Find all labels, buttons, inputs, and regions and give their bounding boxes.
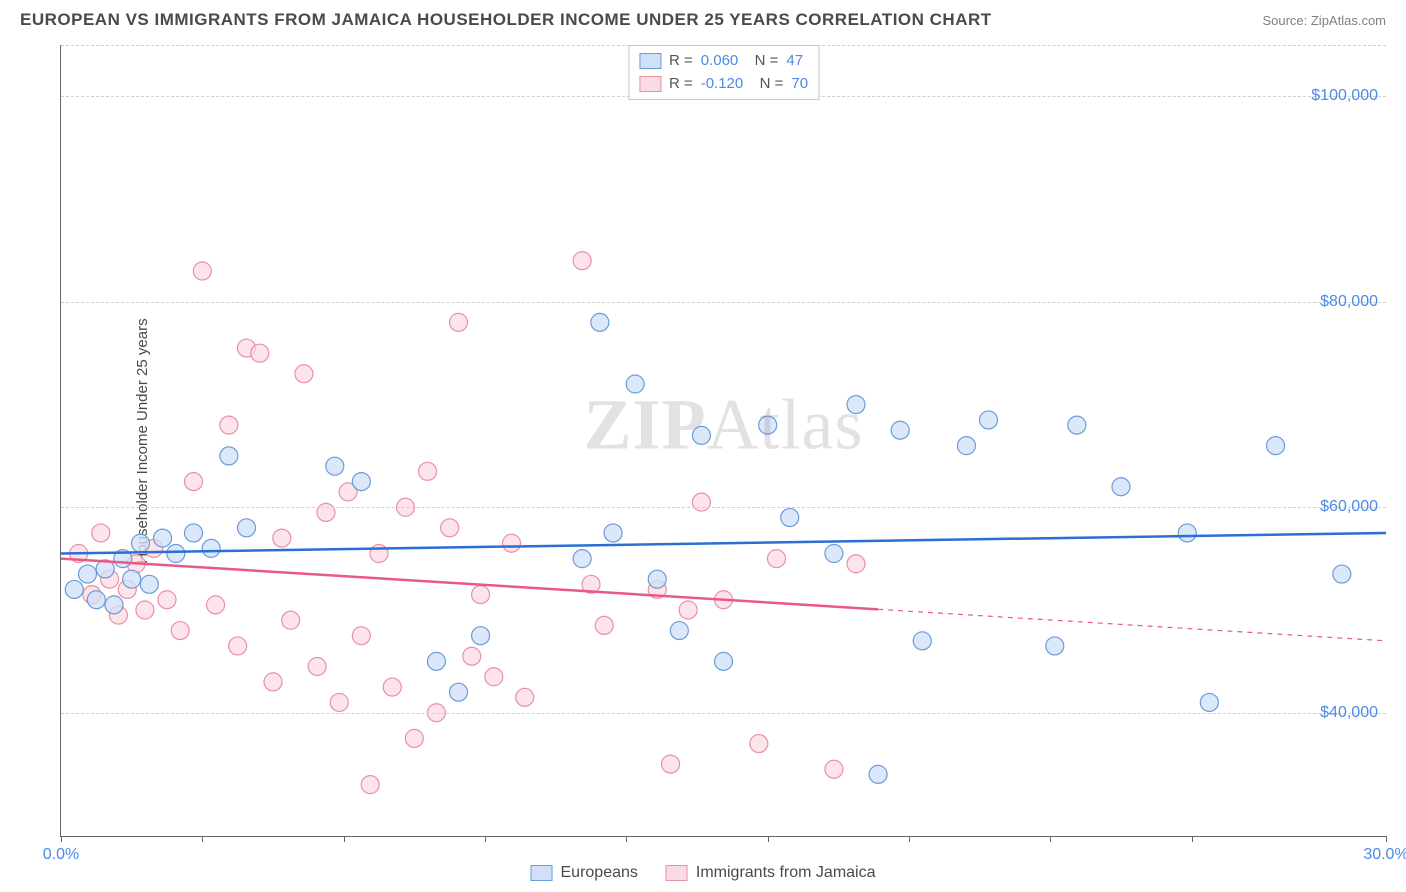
swatch-pink-icon xyxy=(639,76,661,92)
series-legend: Europeans Immigrants from Jamaica xyxy=(531,864,876,882)
chart-title: EUROPEAN VS IMMIGRANTS FROM JAMAICA HOUS… xyxy=(20,10,992,30)
source-label: Source: ZipAtlas.com xyxy=(1262,13,1386,28)
stats-legend: R = 0.060 N = 47 R = -0.120 N = 70 xyxy=(628,45,819,100)
swatch-pink-icon xyxy=(666,865,688,881)
swatch-blue-icon xyxy=(531,865,553,881)
stats-row-pink: R = -0.120 N = 70 xyxy=(639,73,808,96)
chart-area: Householder Income Under 25 years ZIPAtl… xyxy=(50,45,1386,837)
scatter-svg xyxy=(61,45,1386,836)
plot-region: ZIPAtlas R = 0.060 N = 47 R = -0.120 N =… xyxy=(60,45,1386,837)
legend-item-pink: Immigrants from Jamaica xyxy=(666,864,876,882)
stats-row-blue: R = 0.060 N = 47 xyxy=(639,50,808,73)
legend-label: Europeans xyxy=(561,864,638,882)
legend-label: Immigrants from Jamaica xyxy=(696,864,876,882)
swatch-blue-icon xyxy=(639,53,661,69)
legend-item-blue: Europeans xyxy=(531,864,638,882)
